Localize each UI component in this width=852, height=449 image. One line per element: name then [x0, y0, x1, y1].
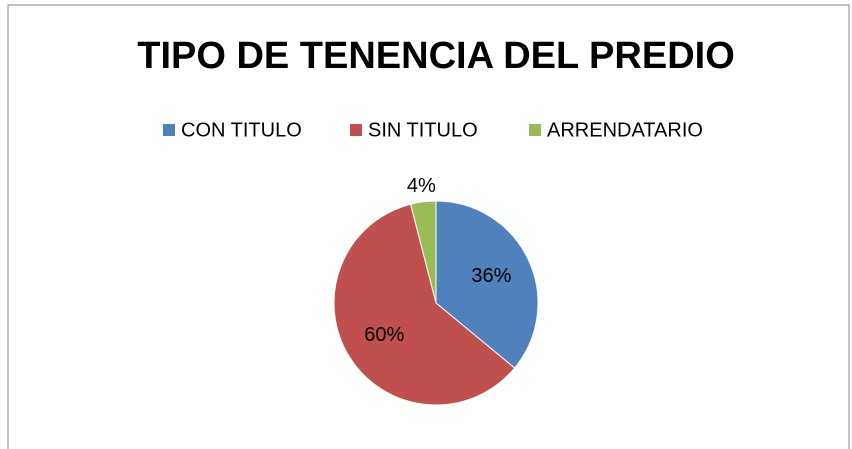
legend-swatch [350, 124, 362, 136]
legend-swatch [163, 124, 175, 136]
chart-border [7, 4, 850, 449]
pie-slice [333, 203, 516, 406]
legend-swatch [529, 124, 541, 136]
legend-label: CON TITULO [181, 119, 302, 141]
data-label: 60% [364, 324, 404, 346]
pie-slice [435, 200, 539, 369]
chart-title: TIPO DE TENENCIA DEL PREDIO [137, 35, 735, 77]
pie-slice [410, 200, 437, 304]
legend-label: ARRENDATARIO [547, 119, 703, 141]
legend-label: SIN TITULO [368, 119, 478, 141]
data-label: 4% [407, 175, 436, 197]
data-label: 36% [471, 265, 511, 287]
